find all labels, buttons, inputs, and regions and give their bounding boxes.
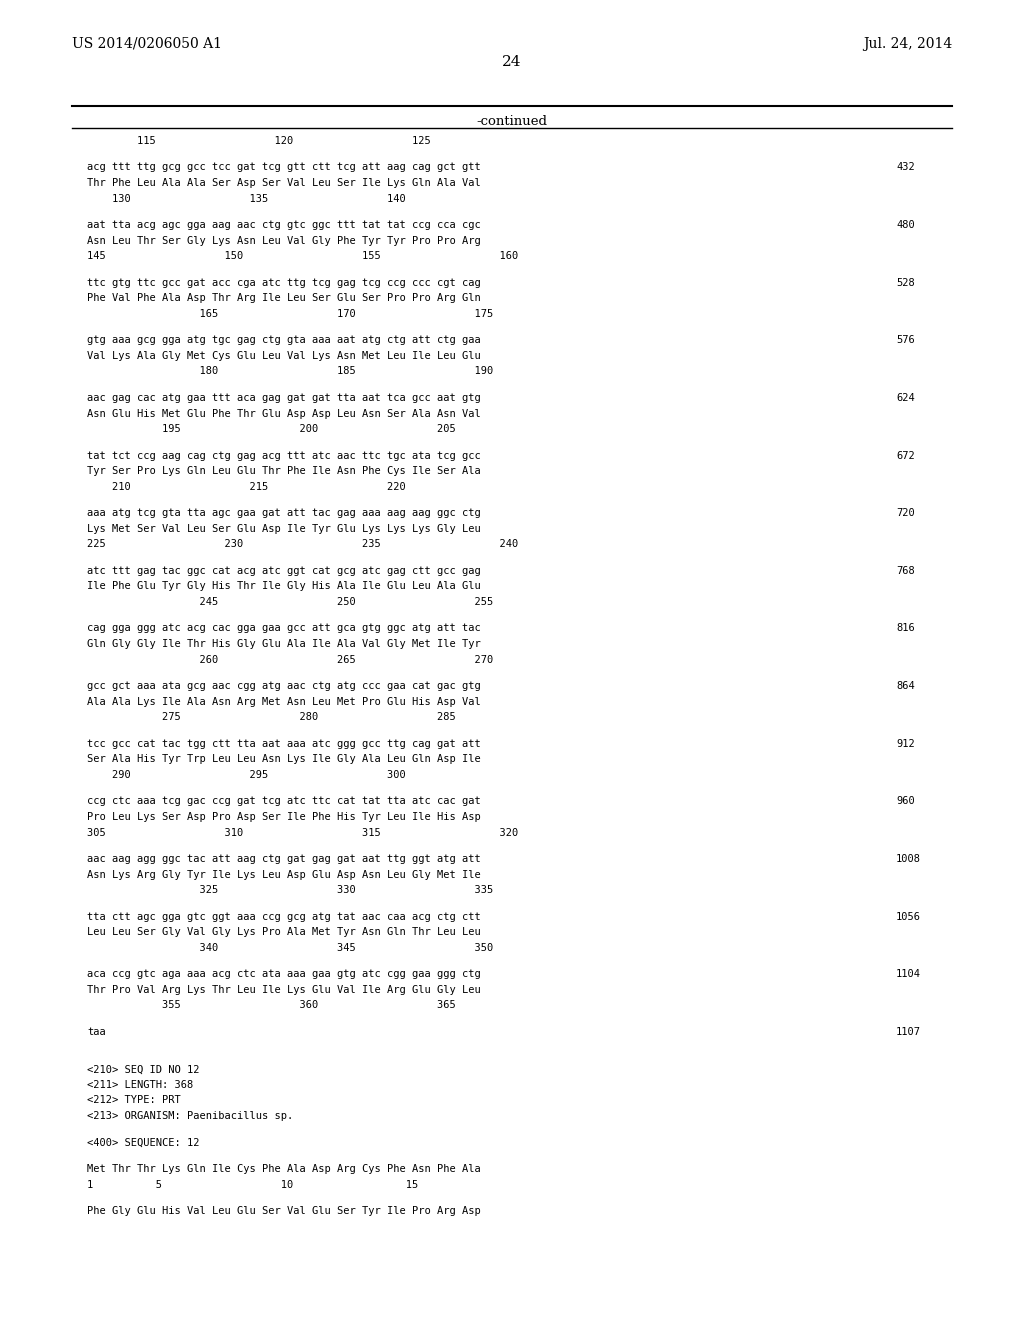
Text: 1          5                   10                  15: 1 5 10 15 <box>87 1180 418 1189</box>
Text: <210> SEQ ID NO 12: <210> SEQ ID NO 12 <box>87 1064 200 1074</box>
Text: tta ctt agc gga gtc ggt aaa ccg gcg atg tat aac caa acg ctg ctt: tta ctt agc gga gtc ggt aaa ccg gcg atg … <box>87 912 481 921</box>
Text: Jul. 24, 2014: Jul. 24, 2014 <box>863 37 952 51</box>
Text: Ser Ala His Tyr Trp Leu Leu Asn Lys Ile Gly Ala Leu Gln Asp Ile: Ser Ala His Tyr Trp Leu Leu Asn Lys Ile … <box>87 754 481 764</box>
Text: tcc gcc cat tac tgg ctt tta aat aaa atc ggg gcc ttg cag gat att: tcc gcc cat tac tgg ctt tta aat aaa atc … <box>87 739 481 748</box>
Text: 1056: 1056 <box>896 912 921 921</box>
Text: 624: 624 <box>896 393 914 403</box>
Text: -continued: -continued <box>476 115 548 128</box>
Text: aaa atg tcg gta tta agc gaa gat att tac gag aaa aag aag ggc ctg: aaa atg tcg gta tta agc gaa gat att tac … <box>87 508 481 519</box>
Text: 180                   185                   190: 180 185 190 <box>87 367 494 376</box>
Text: Leu Leu Ser Gly Val Gly Lys Pro Ala Met Tyr Asn Gln Thr Leu Leu: Leu Leu Ser Gly Val Gly Lys Pro Ala Met … <box>87 927 481 937</box>
Text: Thr Phe Leu Ala Ala Ser Asp Ser Val Leu Ser Ile Lys Gln Ala Val: Thr Phe Leu Ala Ala Ser Asp Ser Val Leu … <box>87 178 481 187</box>
Text: Asn Lys Arg Gly Tyr Ile Lys Leu Asp Glu Asp Asn Leu Gly Met Ile: Asn Lys Arg Gly Tyr Ile Lys Leu Asp Glu … <box>87 870 481 879</box>
Text: cag gga ggg atc acg cac gga gaa gcc att gca gtg ggc atg att tac: cag gga ggg atc acg cac gga gaa gcc att … <box>87 623 481 634</box>
Text: <213> ORGANISM: Paenibacillus sp.: <213> ORGANISM: Paenibacillus sp. <box>87 1111 293 1121</box>
Text: 432: 432 <box>896 162 914 173</box>
Text: 245                   250                   255: 245 250 255 <box>87 597 494 607</box>
Text: 115                   120                   125: 115 120 125 <box>87 136 431 147</box>
Text: Asn Leu Thr Ser Gly Lys Asn Leu Val Gly Phe Tyr Tyr Pro Pro Arg: Asn Leu Thr Ser Gly Lys Asn Leu Val Gly … <box>87 236 481 246</box>
Text: Ile Phe Glu Tyr Gly His Thr Ile Gly His Ala Ile Glu Leu Ala Glu: Ile Phe Glu Tyr Gly His Thr Ile Gly His … <box>87 581 481 591</box>
Text: 325                   330                   335: 325 330 335 <box>87 886 494 895</box>
Text: 1008: 1008 <box>896 854 921 865</box>
Text: 528: 528 <box>896 277 914 288</box>
Text: <212> TYPE: PRT: <212> TYPE: PRT <box>87 1096 181 1105</box>
Text: Phe Gly Glu His Val Leu Glu Ser Val Glu Ser Tyr Ile Pro Arg Asp: Phe Gly Glu His Val Leu Glu Ser Val Glu … <box>87 1206 481 1216</box>
Text: aac aag agg ggc tac att aag ctg gat gag gat aat ttg ggt atg att: aac aag agg ggc tac att aag ctg gat gag … <box>87 854 481 865</box>
Text: 1107: 1107 <box>896 1027 921 1038</box>
Text: 290                   295                   300: 290 295 300 <box>87 770 406 780</box>
Text: 816: 816 <box>896 623 914 634</box>
Text: acg ttt ttg gcg gcc tcc gat tcg gtt ctt tcg att aag cag gct gtt: acg ttt ttg gcg gcc tcc gat tcg gtt ctt … <box>87 162 481 173</box>
Text: US 2014/0206050 A1: US 2014/0206050 A1 <box>72 37 221 51</box>
Text: Asn Glu His Met Glu Phe Thr Glu Asp Asp Leu Asn Ser Ala Asn Val: Asn Glu His Met Glu Phe Thr Glu Asp Asp … <box>87 409 481 418</box>
Text: 864: 864 <box>896 681 914 692</box>
Text: 130                   135                   140: 130 135 140 <box>87 194 406 203</box>
Text: Met Thr Thr Lys Gln Ile Cys Phe Ala Asp Arg Cys Phe Asn Phe Ala: Met Thr Thr Lys Gln Ile Cys Phe Ala Asp … <box>87 1164 481 1173</box>
Text: Phe Val Phe Ala Asp Thr Arg Ile Leu Ser Glu Ser Pro Pro Arg Gln: Phe Val Phe Ala Asp Thr Arg Ile Leu Ser … <box>87 293 481 304</box>
Text: <400> SEQUENCE: 12: <400> SEQUENCE: 12 <box>87 1138 200 1147</box>
Text: 225                   230                   235                   240: 225 230 235 240 <box>87 540 518 549</box>
Text: ccg ctc aaa tcg gac ccg gat tcg atc ttc cat tat tta atc cac gat: ccg ctc aaa tcg gac ccg gat tcg atc ttc … <box>87 796 481 807</box>
Text: 210                   215                   220: 210 215 220 <box>87 482 406 492</box>
Text: taa: taa <box>87 1027 105 1038</box>
Text: 195                   200                   205: 195 200 205 <box>87 424 456 434</box>
Text: 165                   170                   175: 165 170 175 <box>87 309 494 319</box>
Text: Val Lys Ala Gly Met Cys Glu Leu Val Lys Asn Met Leu Ile Leu Glu: Val Lys Ala Gly Met Cys Glu Leu Val Lys … <box>87 351 481 360</box>
Text: tat tct ccg aag cag ctg gag acg ttt atc aac ttc tgc ata tcg gcc: tat tct ccg aag cag ctg gag acg ttt atc … <box>87 450 481 461</box>
Text: atc ttt gag tac ggc cat acg atc ggt cat gcg atc gag ctt gcc gag: atc ttt gag tac ggc cat acg atc ggt cat … <box>87 566 481 576</box>
Text: 24: 24 <box>502 55 522 70</box>
Text: ttc gtg ttc gcc gat acc cga atc ttg tcg gag tcg ccg ccc cgt cag: ttc gtg ttc gcc gat acc cga atc ttg tcg … <box>87 277 481 288</box>
Text: 275                   280                   285: 275 280 285 <box>87 713 456 722</box>
Text: aca ccg gtc aga aaa acg ctc ata aaa gaa gtg atc cgg gaa ggg ctg: aca ccg gtc aga aaa acg ctc ata aaa gaa … <box>87 969 481 979</box>
Text: aac gag cac atg gaa ttt aca gag gat gat tta aat tca gcc aat gtg: aac gag cac atg gaa ttt aca gag gat gat … <box>87 393 481 403</box>
Text: 1104: 1104 <box>896 969 921 979</box>
Text: 145                   150                   155                   160: 145 150 155 160 <box>87 251 518 261</box>
Text: Pro Leu Lys Ser Asp Pro Asp Ser Ile Phe His Tyr Leu Ile His Asp: Pro Leu Lys Ser Asp Pro Asp Ser Ile Phe … <box>87 812 481 822</box>
Text: 305                   310                   315                   320: 305 310 315 320 <box>87 828 518 837</box>
Text: Thr Pro Val Arg Lys Thr Leu Ile Lys Glu Val Ile Arg Glu Gly Leu: Thr Pro Val Arg Lys Thr Leu Ile Lys Glu … <box>87 985 481 995</box>
Text: 480: 480 <box>896 220 914 230</box>
Text: 768: 768 <box>896 566 914 576</box>
Text: gtg aaa gcg gga atg tgc gag ctg gta aaa aat atg ctg att ctg gaa: gtg aaa gcg gga atg tgc gag ctg gta aaa … <box>87 335 481 346</box>
Text: Gln Gly Gly Ile Thr His Gly Glu Ala Ile Ala Val Gly Met Ile Tyr: Gln Gly Gly Ile Thr His Gly Glu Ala Ile … <box>87 639 481 649</box>
Text: Ala Ala Lys Ile Ala Asn Arg Met Asn Leu Met Pro Glu His Asp Val: Ala Ala Lys Ile Ala Asn Arg Met Asn Leu … <box>87 697 481 706</box>
Text: 576: 576 <box>896 335 914 346</box>
Text: gcc gct aaa ata gcg aac cgg atg aac ctg atg ccc gaa cat gac gtg: gcc gct aaa ata gcg aac cgg atg aac ctg … <box>87 681 481 692</box>
Text: 720: 720 <box>896 508 914 519</box>
Text: 672: 672 <box>896 450 914 461</box>
Text: 355                   360                   365: 355 360 365 <box>87 1001 456 1010</box>
Text: 340                   345                   350: 340 345 350 <box>87 942 494 953</box>
Text: 960: 960 <box>896 796 914 807</box>
Text: aat tta acg agc gga aag aac ctg gtc ggc ttt tat tat ccg cca cgc: aat tta acg agc gga aag aac ctg gtc ggc … <box>87 220 481 230</box>
Text: 912: 912 <box>896 739 914 748</box>
Text: Lys Met Ser Val Leu Ser Glu Asp Ile Tyr Glu Lys Lys Lys Gly Leu: Lys Met Ser Val Leu Ser Glu Asp Ile Tyr … <box>87 524 481 533</box>
Text: Tyr Ser Pro Lys Gln Leu Glu Thr Phe Ile Asn Phe Cys Ile Ser Ala: Tyr Ser Pro Lys Gln Leu Glu Thr Phe Ile … <box>87 466 481 477</box>
Text: 260                   265                   270: 260 265 270 <box>87 655 494 665</box>
Text: <211> LENGTH: 368: <211> LENGTH: 368 <box>87 1080 194 1090</box>
